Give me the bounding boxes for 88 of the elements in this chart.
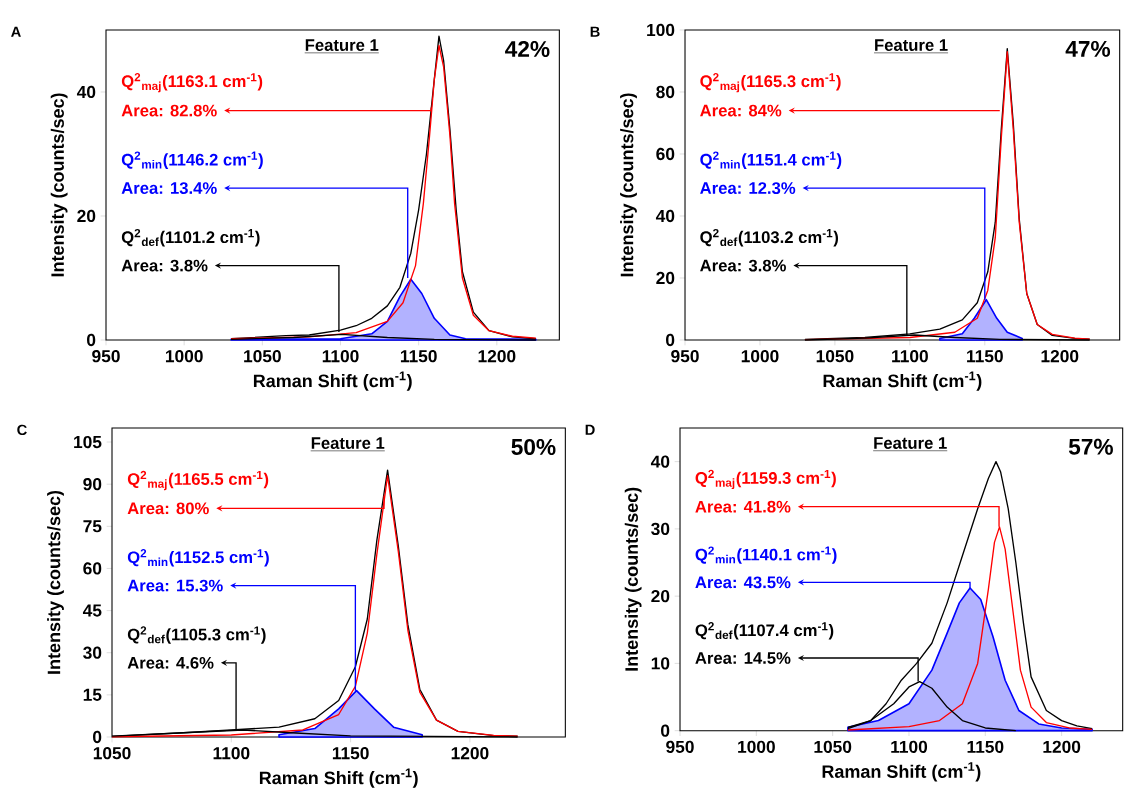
annotation: Area: 3.8% <box>700 259 786 272</box>
y-tick-label: 40 <box>655 209 675 223</box>
y-tick-label: 30 <box>651 522 670 536</box>
annotation: Q$^{2}$$_{maj}$(1163.1 cm$^{-1}$) <box>121 73 263 93</box>
y-tick-label: 0 <box>661 724 670 737</box>
annotation: 57% <box>1068 438 1113 455</box>
annotation: Q$^{2}$$_{min}$(1151.4 cm$^{-1}$) <box>700 151 842 169</box>
y-tick-label: 105 <box>74 435 102 449</box>
x-tick-label: 1100 <box>892 350 928 363</box>
annotation: Q$^{2}$$_{min}$(1152.5 cm$^{-1}$) <box>127 549 269 567</box>
x-tick-label: 1050 <box>816 350 854 363</box>
annotation: Area: 41.8% <box>695 500 791 513</box>
annotation: Area: 12.3% <box>700 182 796 194</box>
annotation: Area: 3.8% <box>121 259 208 272</box>
y-axis-title: Intensity (counts/sec) <box>620 93 637 277</box>
x-tick-label: 1150 <box>967 350 1003 363</box>
x-axis-title: Raman Shift (cm$^{-1}$) <box>259 768 418 788</box>
annotation: 42% <box>505 40 550 57</box>
x-tick-label: 1200 <box>451 747 489 760</box>
x-tick-label: 1150 <box>967 740 1004 753</box>
y-tick-label: 40 <box>76 85 96 99</box>
annotation: 47% <box>1065 40 1111 57</box>
x-tick-label: 1100 <box>213 747 250 760</box>
y-tick-label: 15 <box>83 688 102 701</box>
annotation: Area: 82.8% <box>121 104 217 117</box>
annotation: Area: 13.4% <box>121 182 217 194</box>
x-axis-title: Raman Shift (cm$^{-1}$) <box>822 762 981 782</box>
x-tick-label: 950 <box>671 350 699 363</box>
x-tick-label: 1000 <box>165 350 203 363</box>
y-tick-label: 40 <box>650 455 670 468</box>
y-tick-label: 30 <box>83 646 102 659</box>
annotation: Q$^{2}$$_{def}$(1103.2 cm$^{-1}$) <box>700 228 839 247</box>
y-tick-label: 0 <box>93 730 102 744</box>
annotation: Q$^{2}$$_{min}$(1146.2 cm$^{-1}$) <box>121 151 263 169</box>
y-tick-label: 20 <box>651 590 670 603</box>
y-tick-label: 80 <box>656 85 675 99</box>
text: D <box>585 424 595 435</box>
annotation: Area: 84% <box>700 104 782 117</box>
x-tick-label: 1150 <box>332 747 369 760</box>
chart-title: Feature 1 <box>311 437 385 449</box>
x-tick-label: 1200 <box>1041 350 1079 363</box>
y-tick-label: 100 <box>647 23 675 37</box>
annotation: Area: 14.5% <box>695 652 791 664</box>
x-tick-label: 1000 <box>738 740 775 753</box>
x-tick-label: 1200 <box>1043 740 1081 753</box>
chart-title: Feature 1 <box>875 39 948 51</box>
annotation: Q$^{2}$$_{maj}$(1159.3 cm$^{-1}$) <box>695 469 836 490</box>
y-tick-label: 20 <box>77 209 96 223</box>
x-tick-label: 950 <box>92 350 120 363</box>
x-axis-title: Raman Shift (cm$^{-1}$) <box>823 371 982 391</box>
x-tick-label: 1000 <box>741 350 779 363</box>
x-tick-label: 1050 <box>244 350 281 363</box>
text: B <box>590 26 600 37</box>
y-tick-label: 0 <box>87 333 96 347</box>
y-tick-label: 75 <box>83 520 102 533</box>
x-axis-title: Raman Shift (cm$^{-1}$) <box>253 371 412 391</box>
annotation: 50% <box>511 438 556 455</box>
chart-title: Feature 1 <box>305 39 379 51</box>
y-tick-label: 20 <box>656 271 675 285</box>
y-tick-label: 60 <box>83 562 102 575</box>
annotation: Q$^{2}$$_{maj}$(1165.5 cm$^{-1}$) <box>127 470 269 491</box>
annotation: Area: 4.6% <box>127 656 214 669</box>
text: C <box>17 424 27 436</box>
annotation: Q$^{2}$$_{def}$(1107.4 cm$^{-1}$) <box>695 622 834 640</box>
annotation: Q$^{2}$$_{def}$(1101.2 cm$^{-1}$) <box>121 228 260 247</box>
x-tick-label: 1150 <box>400 350 437 363</box>
y-tick-label: 10 <box>651 657 670 670</box>
x-tick-label: 1100 <box>322 350 359 363</box>
y-axis-title: Intensity (counts/sec) <box>47 490 64 674</box>
x-tick-label: 1100 <box>891 740 928 753</box>
annotation: Area: 15.3% <box>127 579 223 592</box>
x-tick-label: 1050 <box>93 747 131 760</box>
y-tick-label: 45 <box>82 604 102 617</box>
x-tick-label: 1050 <box>814 740 852 753</box>
y-axis-title: Intensity (counts/sec) <box>624 487 642 671</box>
y-axis-title: Intensity (counts/sec) <box>50 93 68 277</box>
x-tick-label: 1200 <box>478 350 516 363</box>
y-tick-label: 90 <box>83 478 102 491</box>
y-tick-label: 60 <box>656 147 675 161</box>
x-tick-label: 950 <box>666 740 694 753</box>
text: A <box>11 26 21 37</box>
annotation: Area: 80% <box>127 502 209 515</box>
annotation: Area: 43.5% <box>695 576 791 589</box>
y-tick-label: 0 <box>666 333 675 347</box>
annotation: Q$^{2}$$_{def}$(1105.3 cm$^{-1}$) <box>127 626 266 644</box>
annotation: Q$^{2}$$_{maj}$(1165.3 cm$^{-1}$) <box>700 73 841 93</box>
annotation: Q$^{2}$$_{min}$(1140.1 cm$^{-1}$) <box>695 546 837 564</box>
chart-title: Feature 1 <box>874 437 947 449</box>
